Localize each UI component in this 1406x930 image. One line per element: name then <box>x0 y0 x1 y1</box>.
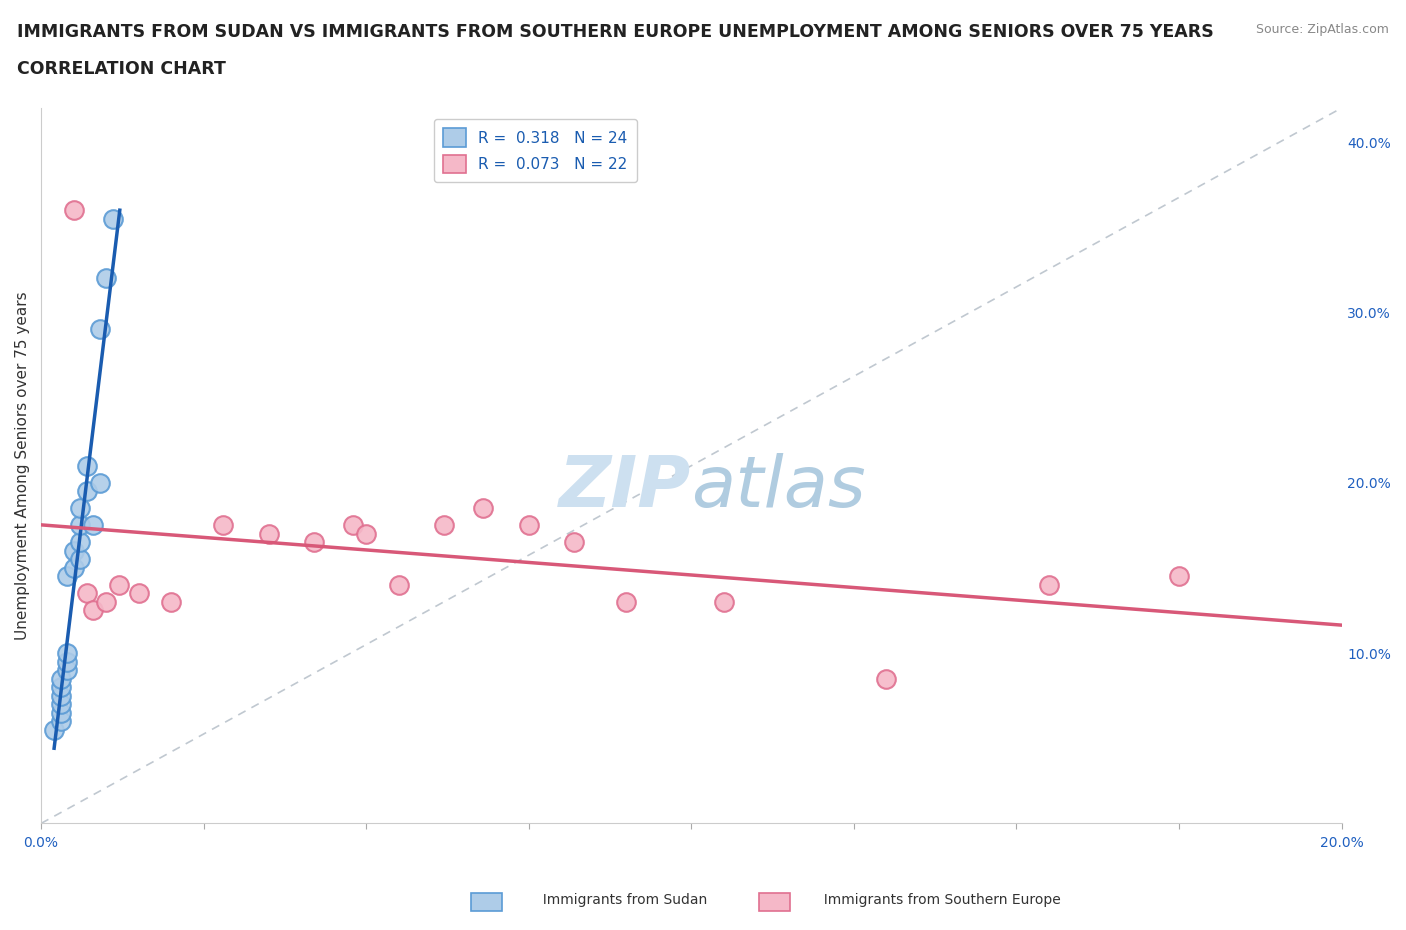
Point <box>56 645 79 660</box>
Point <box>89 322 111 337</box>
Point <box>101 211 124 226</box>
Point <box>56 569 79 584</box>
Point <box>128 586 150 601</box>
Legend: R =  0.318   N = 24, R =  0.073   N = 22: R = 0.318 N = 24, R = 0.073 N = 22 <box>434 119 637 182</box>
Point <box>62 561 84 576</box>
Point <box>69 535 91 550</box>
Point <box>212 518 235 533</box>
Point <box>49 680 72 695</box>
Point <box>42 723 65 737</box>
Point <box>94 594 117 609</box>
Point <box>69 518 91 533</box>
Point <box>89 475 111 490</box>
Text: IMMIGRANTS FROM SUDAN VS IMMIGRANTS FROM SOUTHERN EUROPE UNEMPLOYMENT AMONG SENI: IMMIGRANTS FROM SUDAN VS IMMIGRANTS FROM… <box>17 23 1213 41</box>
Text: atlas: atlas <box>692 453 866 522</box>
Point <box>56 663 79 678</box>
Point <box>257 526 280 541</box>
Point <box>62 543 84 558</box>
Point <box>517 518 540 533</box>
Text: ZIP: ZIP <box>560 453 692 522</box>
Text: Immigrants from Southern Europe: Immigrants from Southern Europe <box>815 893 1062 907</box>
Point <box>562 535 585 550</box>
Point <box>69 551 91 566</box>
Point <box>342 518 364 533</box>
Point <box>160 594 183 609</box>
Point <box>82 518 104 533</box>
Point <box>614 594 637 609</box>
Point <box>49 705 72 720</box>
Point <box>69 501 91 516</box>
Point <box>354 526 377 541</box>
Point <box>76 458 98 473</box>
Point <box>49 697 72 711</box>
Point <box>1038 578 1060 592</box>
Point <box>76 586 98 601</box>
Text: Source: ZipAtlas.com: Source: ZipAtlas.com <box>1256 23 1389 36</box>
Text: CORRELATION CHART: CORRELATION CHART <box>17 60 226 78</box>
Point <box>49 713 72 728</box>
Point <box>1168 569 1191 584</box>
Point <box>76 484 98 498</box>
Point <box>875 671 897 686</box>
Point <box>49 671 72 686</box>
Point <box>302 535 325 550</box>
Point <box>388 578 411 592</box>
Point <box>49 688 72 703</box>
Point <box>82 603 104 618</box>
Point <box>56 654 79 669</box>
Text: Immigrants from Sudan: Immigrants from Sudan <box>534 893 707 907</box>
Point <box>94 271 117 286</box>
Point <box>433 518 456 533</box>
Point <box>62 203 84 218</box>
Point <box>472 501 495 516</box>
Point <box>713 594 735 609</box>
Point <box>108 578 131 592</box>
Y-axis label: Unemployment Among Seniors over 75 years: Unemployment Among Seniors over 75 years <box>15 291 30 640</box>
